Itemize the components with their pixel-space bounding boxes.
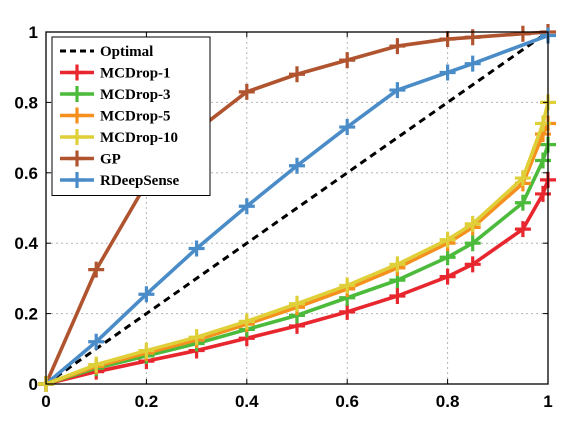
data-point-rdeepsense <box>188 240 205 257</box>
data-point-gp <box>514 25 531 42</box>
y-tick-label: 0 <box>29 375 38 394</box>
data-point-rdeepsense <box>138 286 155 303</box>
data-point-mcdrop-10 <box>464 215 481 232</box>
data-point-mcdrop-10 <box>439 231 456 248</box>
legend-label: MCDrop-5 <box>100 109 171 125</box>
data-point-mcdrop-3 <box>514 194 531 211</box>
y-tick-label: 1 <box>29 23 38 42</box>
legend-label: RDeepSense <box>100 173 180 189</box>
x-tick-label: 0.8 <box>436 392 460 411</box>
data-point-mcdrop-10 <box>138 342 155 359</box>
series-mcdrop-10 <box>38 94 556 392</box>
data-point-mcdrop-10 <box>88 356 105 373</box>
data-point-rdeepsense <box>464 55 481 72</box>
legend-label: MCDrop-3 <box>100 87 171 103</box>
x-tick-label: 1 <box>543 392 552 411</box>
legend-label: MCDrop-10 <box>100 130 178 146</box>
axis-ticks: 0 0.2 0.4 0.6 0.8 1 0 0.2 0.4 0.6 0.8 1 <box>14 23 552 411</box>
data-point-mcdrop-1 <box>464 256 481 273</box>
data-point-mcdrop-10 <box>339 277 356 294</box>
data-point-gp <box>339 52 356 69</box>
data-point-mcdrop-1 <box>439 268 456 285</box>
legend-marker-rdeepsense <box>69 172 85 188</box>
legend: Optimal MCDrop-1 MCDrop-3 MCDrop-5 MCDrop-10… <box>51 36 211 196</box>
x-tick-label: 0 <box>41 392 50 411</box>
legend-item-mcdrop-1: MCDrop-1 <box>60 64 171 82</box>
data-point-mcdrop-1 <box>514 221 531 238</box>
y-tick-label: 0.8 <box>14 93 38 112</box>
data-point-rdeepsense <box>88 333 105 350</box>
legend-marker-mcdrop-1 <box>69 64 85 81</box>
data-point-rdeepsense <box>238 198 255 215</box>
y-tick-label: 0.2 <box>14 305 38 324</box>
series-line-mcdrop-1 <box>45 179 550 386</box>
data-point-rdeepsense <box>339 119 356 136</box>
legend-item-rdeepsense: RDeepSense <box>60 172 180 189</box>
axes-box <box>45 31 549 385</box>
data-point-gp <box>88 261 105 278</box>
legend-label: GP <box>100 152 121 168</box>
data-point-mcdrop-10 <box>238 313 255 330</box>
data-point-mcdrop-10 <box>289 295 305 312</box>
data-point-gp <box>389 38 406 55</box>
data-point-mcdrop-10 <box>389 256 406 273</box>
legend-item-optimal: Optimal <box>60 44 153 60</box>
legend-marker-mcdrop-3 <box>69 86 85 102</box>
data-point-mcdrop-3 <box>464 235 481 252</box>
series-optimal <box>45 30 549 386</box>
series-layer <box>38 24 556 392</box>
x-tick-label: 0.2 <box>135 392 159 411</box>
legend-marker-mcdrop-5 <box>69 107 85 124</box>
data-point-mcdrop-10 <box>514 170 531 187</box>
data-point-gp <box>289 66 305 83</box>
data-point-gp <box>238 83 255 100</box>
x-tick-label: 0.6 <box>335 392 359 411</box>
data-point-mcdrop-1 <box>389 288 406 304</box>
data-point-mcdrop-3 <box>439 249 456 266</box>
legend-marker-mcdrop-10 <box>69 129 85 145</box>
y-tick-label: 0.6 <box>14 164 38 183</box>
data-point-rdeepsense <box>439 64 456 81</box>
series-line-optimal <box>45 30 549 386</box>
data-point-rdeepsense <box>389 82 406 99</box>
legend-label: MCDrop-1 <box>100 66 171 82</box>
legend-item-gp: GP <box>60 150 121 168</box>
legend-item-mcdrop-10: MCDrop-10 <box>60 129 178 146</box>
legend-marker-gp <box>69 150 85 167</box>
data-point-mcdrop-10 <box>188 329 205 346</box>
legend-label: Optimal <box>100 44 153 60</box>
legend-item-mcdrop-3: MCDrop-3 <box>60 86 171 103</box>
legend-item-mcdrop-5: MCDrop-5 <box>60 107 171 125</box>
data-point-rdeepsense <box>289 157 305 174</box>
y-tick-label: 0.4 <box>14 234 38 253</box>
x-tick-label: 0.4 <box>235 392 259 411</box>
series-line-gp <box>44 30 549 385</box>
data-point-mcdrop-1 <box>339 303 356 320</box>
